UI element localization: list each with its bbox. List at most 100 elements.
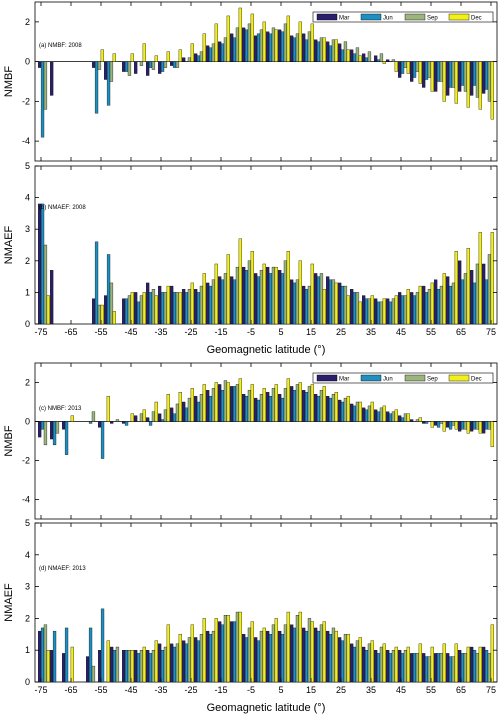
bar-dec xyxy=(286,611,290,683)
bar-dec xyxy=(322,621,326,683)
bar-dec xyxy=(406,413,410,422)
bar-sep xyxy=(163,292,168,325)
bar-mar xyxy=(92,61,96,68)
bar-sep xyxy=(379,646,384,683)
bar-jun xyxy=(304,392,309,422)
x-tick-label: 5 xyxy=(278,685,283,695)
bar-dec xyxy=(166,51,170,62)
bar-jun xyxy=(52,421,57,446)
bar-jun xyxy=(304,289,309,325)
bar-jun xyxy=(40,627,45,683)
bar-mar xyxy=(470,61,474,96)
bar-mar xyxy=(482,61,486,94)
bar-jun xyxy=(256,276,261,325)
y-tick-label: 2 xyxy=(25,613,30,623)
bar-dec xyxy=(154,640,158,683)
bar-sep xyxy=(403,61,408,68)
legend-swatch-sep xyxy=(404,374,426,382)
bar-jun xyxy=(232,621,237,683)
bar-dec xyxy=(214,263,218,325)
bar-dec xyxy=(406,646,410,683)
bar-sep xyxy=(223,380,228,422)
bar-mar xyxy=(206,282,210,325)
bar-jun xyxy=(208,395,213,422)
bar-sep xyxy=(307,386,312,422)
bar-dec xyxy=(322,37,326,62)
bar-dec xyxy=(490,232,494,325)
x-tick-label: -35 xyxy=(154,685,167,695)
y-tick-label: -2 xyxy=(22,96,30,106)
bar-jun xyxy=(340,285,345,325)
panel-title: (d) NMAEF: 2013 xyxy=(39,566,86,572)
bar-dec xyxy=(130,413,134,422)
bar-dec xyxy=(334,282,338,325)
bar-mar xyxy=(314,394,318,422)
bar-mar xyxy=(362,407,366,422)
bar-jun xyxy=(94,241,99,325)
legend-swatch-jun xyxy=(360,374,382,382)
bar-sep xyxy=(151,650,156,683)
legend-label-mar: Mar xyxy=(339,16,349,22)
bar-jun xyxy=(412,295,417,325)
bar-jun xyxy=(316,276,321,325)
bar-sep xyxy=(487,653,492,683)
bar-dec xyxy=(130,650,134,683)
bar-sep xyxy=(355,401,360,422)
bar-mar xyxy=(230,386,234,422)
bar-jun xyxy=(244,395,249,422)
bar-jun xyxy=(106,61,111,106)
x-tick-label: -35 xyxy=(154,327,167,337)
bar-jun xyxy=(268,634,273,683)
bar-jun xyxy=(124,650,129,683)
legend-swatch-jun xyxy=(360,13,382,21)
bar-dec xyxy=(178,634,182,683)
bar-mar xyxy=(218,384,222,422)
x-tick-label: 45 xyxy=(396,685,406,695)
bar-sep xyxy=(463,61,468,92)
bar-mar xyxy=(194,395,198,422)
bar-mar xyxy=(458,260,462,325)
bar-mar xyxy=(338,43,342,62)
bar-mar xyxy=(290,35,294,62)
bar-mar xyxy=(362,295,366,325)
bar-mar xyxy=(434,61,438,92)
bar-jun xyxy=(292,627,297,683)
bar-sep xyxy=(91,411,96,422)
y-tick-label: 1 xyxy=(25,287,30,297)
bar-sep xyxy=(235,384,240,422)
bar-sep xyxy=(271,624,276,683)
bar-dec xyxy=(226,15,230,62)
bar-dec xyxy=(466,646,470,683)
x-axis-label: Geomagnetic latitude (°) xyxy=(207,344,326,356)
bar-jun xyxy=(244,29,249,62)
bar-jun xyxy=(448,421,453,430)
bar-mar xyxy=(398,650,402,683)
bar-sep xyxy=(139,413,144,422)
bar-dec xyxy=(442,273,446,325)
bar-jun xyxy=(292,390,297,422)
bar-jun xyxy=(172,292,177,325)
bar-jun xyxy=(100,608,105,683)
bar-mar xyxy=(170,643,174,683)
bar-dec xyxy=(382,643,386,683)
bar-sep xyxy=(211,388,216,422)
bar-jun xyxy=(400,61,405,74)
bar-dec xyxy=(190,43,194,62)
bar-mar xyxy=(482,263,486,325)
bar-dec xyxy=(334,392,338,422)
bar-dec xyxy=(142,409,146,422)
bar-jun xyxy=(484,61,489,90)
bar-mar xyxy=(374,409,378,422)
bar-sep xyxy=(355,640,360,683)
bar-dec xyxy=(298,611,302,683)
bar-dec xyxy=(346,295,350,325)
bar-sep xyxy=(223,615,228,683)
bar-dec xyxy=(394,646,398,683)
bar-dec xyxy=(358,301,362,325)
bar-mar xyxy=(326,276,330,325)
bar-mar xyxy=(434,421,438,426)
bar-sep xyxy=(139,61,144,66)
y-tick-label: 3 xyxy=(25,582,30,592)
y-tick-label: 0 xyxy=(25,57,30,67)
bar-mar xyxy=(254,35,258,62)
